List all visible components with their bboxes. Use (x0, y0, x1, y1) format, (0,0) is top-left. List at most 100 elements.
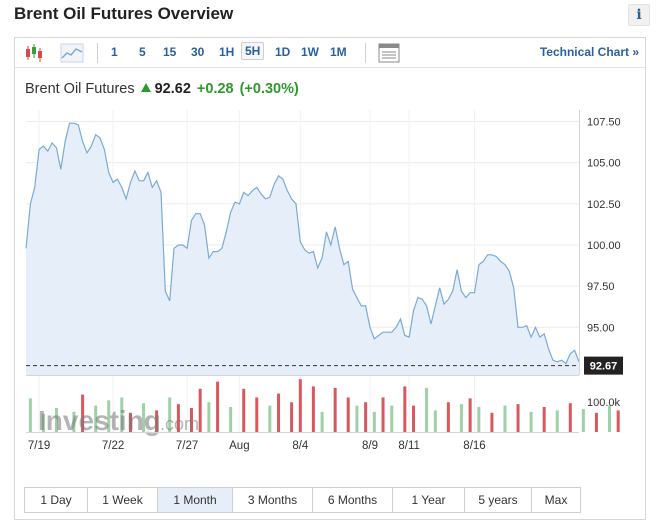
volume-bar (54, 408, 58, 432)
x-tick-label: 7/19 (28, 440, 50, 452)
volume-bar (28, 398, 32, 432)
volume-bar (72, 411, 76, 432)
volume-bar (607, 405, 611, 432)
volume-bar (277, 393, 281, 432)
interval-1d[interactable]: 1D (275, 45, 291, 59)
volume-bar (142, 403, 146, 432)
x-tick-label: 8/9 (362, 440, 378, 452)
toolbar-separator (97, 43, 98, 63)
last-price-tag (584, 356, 623, 375)
page-title: Brent Oil Futures Overview (14, 4, 234, 23)
volume-bar (555, 410, 559, 432)
chart-frame (14, 37, 646, 520)
price-change-percent: (+0.30%) (239, 81, 299, 97)
range-6-months[interactable]: 6 Months (313, 488, 393, 512)
volume-bar (425, 387, 429, 432)
interval-1m[interactable]: 1M (330, 45, 347, 59)
volume-bar (468, 398, 472, 432)
candlestick-icon[interactable] (21, 41, 47, 65)
volume-bar (403, 386, 407, 432)
y-tick-label: 102.50 (587, 199, 621, 211)
volume-tick-label: 100.0k (587, 397, 621, 409)
volume-bar (581, 408, 585, 432)
volume-bar (198, 388, 202, 432)
interval-1h[interactable]: 1H (219, 45, 235, 59)
investing-watermark-suffix: .com (160, 414, 199, 434)
volume-bar (207, 402, 211, 432)
volume-bar (290, 402, 294, 432)
info-icon[interactable]: i (628, 4, 650, 26)
last-price-label: 92.67 (590, 361, 618, 373)
interval-30[interactable]: 30 (191, 45, 205, 59)
arrow-up-icon (140, 83, 151, 92)
volume-bar (516, 404, 520, 432)
area-chart-icon[interactable] (59, 41, 85, 65)
x-tick-label: 8/11 (398, 440, 420, 452)
volume-bar (311, 386, 315, 432)
volume-bar (229, 407, 233, 432)
volume-bar (107, 400, 111, 432)
y-tick-label: 107.50 (587, 117, 621, 129)
price-area (26, 123, 579, 375)
price-change: +0.28 (196, 81, 234, 97)
chart-layout-icon[interactable] (376, 41, 402, 65)
volume-bar (503, 405, 507, 432)
interval-1w[interactable]: 1W (301, 45, 319, 59)
y-tick-label: 95.00 (587, 322, 615, 334)
toolbar-separator (365, 43, 366, 63)
x-tick-label: 8/4 (292, 440, 309, 452)
volume-bar (381, 397, 385, 432)
interval-1[interactable]: 1 (111, 45, 118, 59)
volume-bar (477, 407, 481, 432)
volume-bar (372, 411, 376, 432)
price-line (25, 122, 580, 365)
volume-bar (446, 402, 450, 432)
volume-bar (168, 397, 172, 432)
volume-bar (412, 405, 416, 432)
interval-5h[interactable]: 5H (241, 42, 265, 60)
range-5-years[interactable]: 5 years (465, 488, 532, 512)
y-tick-label: 97.50 (587, 281, 615, 293)
volume-bar (320, 411, 324, 432)
volume-bar (346, 397, 350, 432)
volume-bar (41, 413, 45, 432)
quote-line: Brent Oil Futures 92.62 +0.28 (+0.30%) (25, 81, 299, 97)
range-3-months[interactable]: 3 Months (233, 488, 313, 512)
volume-bar (568, 403, 572, 432)
volume-bar (529, 411, 533, 432)
range-max[interactable]: Max (532, 488, 580, 512)
volume-bar (364, 402, 368, 432)
volume-bar (355, 405, 359, 432)
volume-bar (490, 412, 494, 432)
y-tick-label: 100.00 (587, 240, 621, 252)
volume-bar (255, 397, 259, 432)
x-tick-label: 7/27 (176, 440, 198, 452)
range-1-week[interactable]: 1 Week (88, 488, 158, 512)
range-1-year[interactable]: 1 Year (393, 488, 465, 512)
volume-bar (216, 381, 220, 432)
volume-bar (242, 388, 246, 432)
range-1-day[interactable]: 1 Day (25, 488, 88, 512)
volume-bar (459, 404, 463, 432)
volume-bar (616, 410, 620, 432)
volume-bar (298, 379, 302, 432)
volume-bar (176, 404, 180, 432)
volume-bar (189, 408, 193, 432)
volume-bar (433, 410, 437, 432)
chart-toolbar: 1 5 15 30 1H 5H 1D 1W 1M Technical Chart » (15, 38, 645, 68)
volume-bar (81, 394, 85, 432)
range-1-month[interactable]: 1 Month (158, 488, 233, 512)
x-tick-label: 8/16 (463, 440, 485, 452)
last-price: 92.62 (154, 81, 191, 97)
volume-bar (594, 412, 598, 432)
instrument-name: Brent Oil Futures (25, 81, 135, 97)
interval-15[interactable]: 15 (163, 45, 177, 59)
technical-chart-link[interactable]: Technical Chart » (539, 45, 639, 59)
range-selector: 1 Day 1 Week 1 Month 3 Months 6 Months 1 Year… (24, 487, 581, 513)
interval-5[interactable]: 5 (139, 45, 146, 59)
x-tick-label: Aug (229, 440, 249, 452)
x-tick-label: 7/22 (102, 440, 124, 452)
volume-bar (268, 405, 272, 432)
y-tick-label: 105.00 (587, 158, 621, 170)
